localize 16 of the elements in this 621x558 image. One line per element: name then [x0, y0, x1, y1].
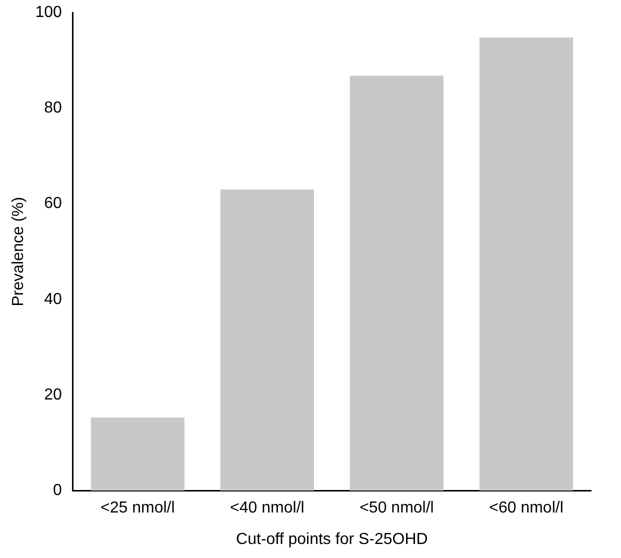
y-tick-label: 40: [44, 290, 62, 308]
y-tick-label: 100: [35, 4, 62, 22]
y-tick-label: 60: [44, 195, 62, 212]
y-tick-label: 80: [44, 100, 62, 117]
bar: [479, 37, 574, 491]
y-tick-label: 20: [44, 386, 62, 404]
x-tick-label: <50 nmol/l: [360, 500, 434, 517]
x-tick-label: <25 nmol/l: [100, 500, 175, 517]
x-tick-label: <40 nmol/l: [230, 500, 304, 517]
y-tick-label: 0: [52, 482, 62, 500]
bar: [90, 417, 184, 491]
bar: [350, 76, 444, 491]
y-axis-title: Prevalence (%): [10, 196, 28, 306]
x-axis-title: Cut-off points for S-25OHD: [236, 530, 428, 548]
bar: [220, 189, 314, 491]
x-tick-label: <60 nmol/l: [489, 500, 564, 517]
